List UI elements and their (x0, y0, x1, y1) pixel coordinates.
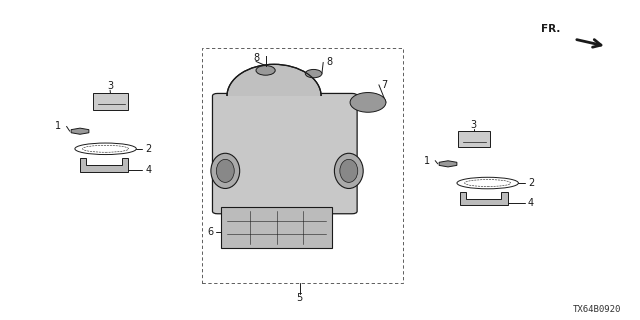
Text: FR.: FR. (541, 24, 560, 34)
Bar (202, 48, 403, 283)
Polygon shape (80, 158, 128, 172)
Text: TX64B0920: TX64B0920 (572, 305, 621, 314)
Text: 1: 1 (55, 121, 61, 132)
Polygon shape (93, 93, 128, 110)
Polygon shape (71, 128, 89, 134)
Text: 8: 8 (326, 57, 333, 68)
Ellipse shape (216, 159, 234, 182)
FancyBboxPatch shape (212, 93, 357, 214)
Ellipse shape (211, 153, 240, 188)
Circle shape (305, 69, 322, 78)
Polygon shape (458, 131, 490, 147)
Text: 3: 3 (107, 81, 113, 92)
Ellipse shape (350, 92, 386, 112)
Ellipse shape (340, 159, 358, 182)
Polygon shape (460, 192, 508, 205)
Text: 1: 1 (424, 156, 430, 166)
Text: 5: 5 (296, 293, 303, 303)
Text: 2: 2 (145, 144, 152, 154)
Text: 7: 7 (381, 80, 387, 90)
Ellipse shape (335, 153, 364, 188)
Text: 3: 3 (470, 120, 477, 130)
Polygon shape (227, 64, 321, 96)
Text: 4: 4 (145, 164, 152, 175)
Text: 6: 6 (207, 227, 214, 237)
Text: 2: 2 (528, 178, 534, 188)
FancyBboxPatch shape (221, 207, 332, 248)
Text: 8: 8 (253, 52, 259, 63)
Circle shape (256, 66, 275, 75)
Polygon shape (439, 161, 457, 167)
Text: 4: 4 (528, 198, 534, 208)
